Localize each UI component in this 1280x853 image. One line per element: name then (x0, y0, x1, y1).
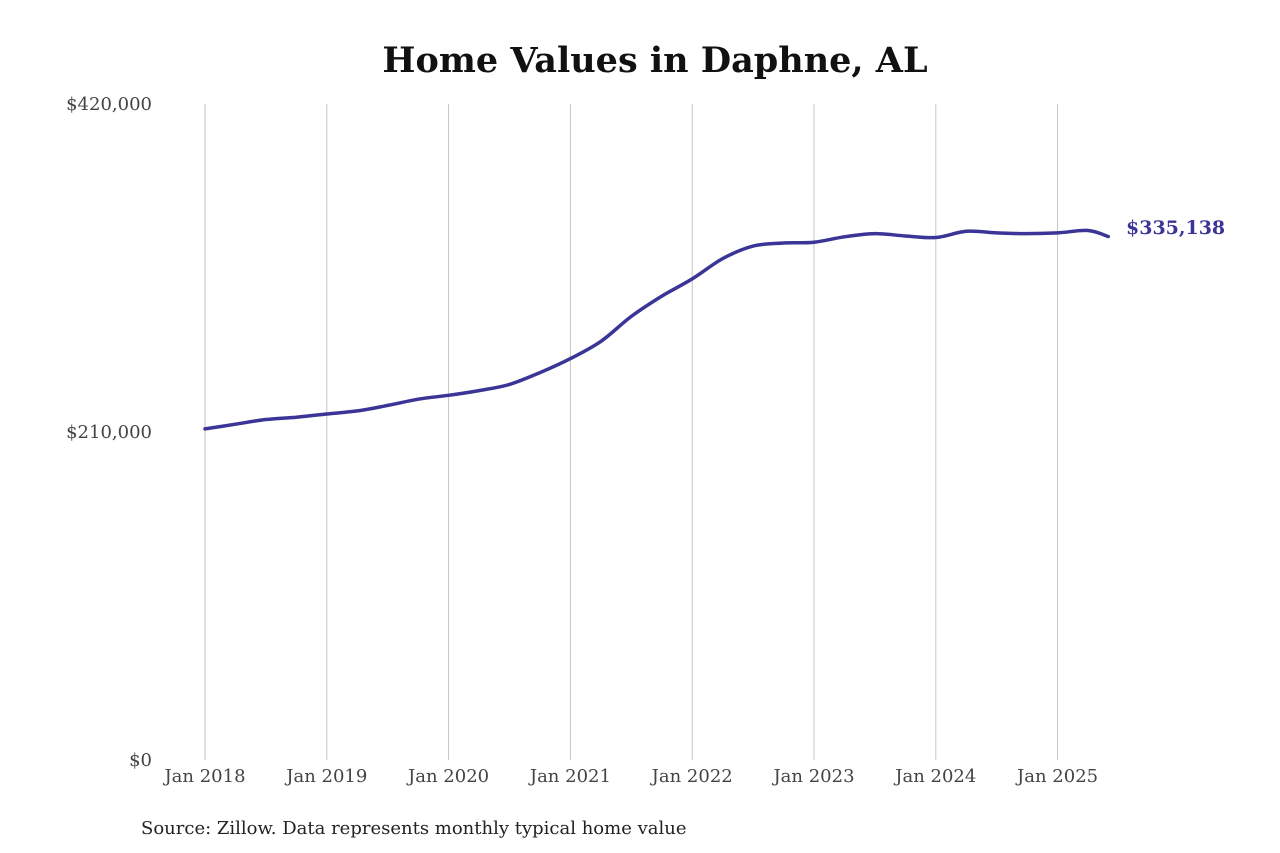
y-axis-tick-labels: $0 $210,000 $420,000 (66, 94, 152, 771)
x-tick-label: Jan 2019 (284, 766, 367, 787)
chart-title: Home Values in Daphne, AL (382, 40, 927, 81)
x-tick-label: Jan 2025 (1015, 766, 1098, 787)
y-tick-label: $420,000 (66, 94, 152, 115)
last-value-label: $335,138 (1126, 217, 1225, 239)
y-tick-label: $0 (129, 750, 152, 771)
y-tick-label: $210,000 (66, 422, 152, 443)
x-tick-label: Jan 2018 (162, 766, 245, 787)
series-line (203, 228, 1111, 431)
x-tick-label: Jan 2021 (528, 766, 611, 787)
series-layer (203, 228, 1111, 431)
x-tick-label: Jan 2020 (406, 766, 489, 787)
source-note: Source: Zillow. Data represents monthly … (141, 818, 687, 839)
x-tick-label: Jan 2023 (771, 766, 854, 787)
x-tick-label: Jan 2024 (893, 766, 976, 787)
x-tick-label: Jan 2022 (650, 766, 733, 787)
x-axis-tick-labels: Jan 2018 Jan 2019 Jan 2020 Jan 2021 Jan 2022… (162, 766, 1098, 787)
x-gridlines (204, 104, 1059, 760)
